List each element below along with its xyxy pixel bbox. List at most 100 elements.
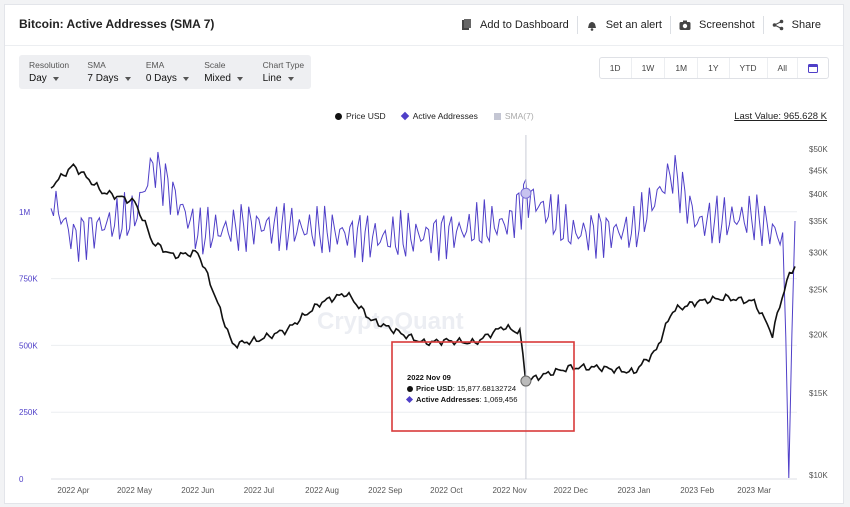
legend-price[interactable]: Price USD	[335, 111, 386, 121]
share-button[interactable]: Share	[764, 19, 829, 31]
chevron-down-icon	[287, 76, 294, 81]
y-left-tick-label: 500K	[19, 341, 38, 350]
range-selector: 1D 1W 1M 1Y YTD All	[598, 57, 829, 79]
y-right-tick-label: $45K	[809, 166, 828, 175]
x-tick-label: 2022 May	[117, 486, 152, 495]
highlight-price-point	[520, 375, 532, 387]
watermark: CryptoQuant	[317, 308, 464, 335]
chart-legend: Price USD Active Addresses SMA(7)	[335, 111, 550, 121]
set-alert-label: Set an alert	[605, 19, 662, 31]
chevron-down-icon	[124, 76, 131, 81]
chevron-down-icon	[236, 76, 243, 81]
sma-select[interactable]: SMA 7 Days	[77, 55, 135, 89]
divider	[576, 16, 578, 34]
share-icon	[772, 19, 784, 31]
dashboard-icon	[460, 19, 472, 31]
x-tick-label: 2022 Jul	[244, 486, 274, 495]
y-right-tick-label: $10K	[809, 471, 828, 480]
tooltip-active-row: Active Addresses: 1,069,456	[405, 395, 527, 404]
legend-active-label: Active Addresses	[412, 111, 478, 121]
x-tick-label: 2022 Oct	[430, 486, 463, 495]
header-actions: Add to Dashboard Set an alert Screenshot…	[452, 16, 829, 34]
legend-sma[interactable]: SMA(7)	[493, 111, 534, 121]
y-right-tick-label: $30K	[809, 248, 828, 257]
calendar-icon	[808, 64, 818, 73]
x-tick-label: 2023 Feb	[680, 486, 714, 495]
share-label: Share	[791, 19, 821, 31]
range-1m-button[interactable]: 1M	[665, 58, 699, 78]
resolution-label: Resolution	[29, 60, 70, 70]
screenshot-label: Screenshot	[698, 19, 755, 31]
legend-active[interactable]: Active Addresses	[400, 111, 478, 121]
active-addresses-line	[50, 151, 796, 479]
x-tick-label: 2023 Mar	[737, 486, 771, 495]
x-tick-label: 2022 Aug	[305, 486, 339, 495]
chart-card: Bitcoin: Active Addresses (SMA 7) Add to…	[4, 4, 844, 504]
sma-value: 7 Days	[87, 73, 119, 84]
range-all-button[interactable]: All	[768, 58, 798, 78]
highlight-active-point	[520, 187, 532, 199]
tooltip-active-value: : 1,069,456	[479, 395, 518, 404]
diamond-icon	[405, 395, 414, 404]
legend-sma-label: SMA(7)	[504, 111, 534, 121]
set-alert-button[interactable]: Set an alert	[578, 19, 670, 31]
y-right-tick-label: $20K	[809, 331, 828, 340]
divider	[669, 16, 671, 34]
chart-type-value: Line	[262, 73, 282, 84]
legend-price-label: Price USD	[346, 111, 386, 121]
tooltip: 2022 Nov 09 Price USD: 15,877.68132724 A…	[405, 373, 527, 406]
calendar-button[interactable]	[798, 58, 828, 78]
tooltip-price-label: Price USD	[416, 384, 453, 393]
tooltip-date: 2022 Nov 09	[407, 373, 451, 382]
range-1y-button[interactable]: 1Y	[698, 58, 730, 78]
divider	[762, 16, 764, 34]
ema-select[interactable]: EMA 0 Days	[136, 55, 194, 89]
scale-select[interactable]: Scale Mixed	[194, 55, 252, 89]
y-right-tick-label: $25K	[809, 285, 828, 294]
y-left-tick-label: 750K	[19, 275, 38, 284]
bell-icon	[586, 19, 598, 31]
range-ytd-button[interactable]: YTD	[730, 58, 768, 78]
y-right-tick-label: $40K	[809, 190, 828, 199]
add-to-dashboard-button[interactable]: Add to Dashboard	[452, 19, 577, 31]
range-1w-button[interactable]: 1W	[632, 58, 666, 78]
circle-icon	[407, 385, 413, 392]
tooltip-price-value: : 15,877.68132724	[452, 384, 517, 393]
y-left-tick-label: 0	[19, 475, 24, 484]
chart-controls: Resolution Day SMA 7 Days EMA 0 Days Scale M…	[19, 55, 311, 89]
ema-value: 0 Days	[145, 73, 177, 84]
last-value: Last Value: 965.628 K	[734, 111, 827, 122]
y-right-tick-label: $15K	[809, 389, 828, 398]
resolution-value: Day	[29, 73, 47, 84]
x-tick-label: 2023 Jan	[617, 486, 650, 495]
square-icon	[493, 112, 501, 120]
chart-type-select[interactable]: Chart Type Line	[253, 55, 311, 89]
range-1d-button[interactable]: 1D	[600, 58, 632, 78]
x-tick-label: 2022 Dec	[554, 486, 588, 495]
chevron-down-icon	[52, 76, 59, 81]
tooltip-price-row: Price USD: 15,877.68132724	[407, 384, 527, 393]
y-left-tick-label: 250K	[19, 408, 38, 417]
scale-value: Mixed	[204, 73, 231, 84]
screenshot-button[interactable]: Screenshot	[671, 19, 763, 31]
header: Bitcoin: Active Addresses (SMA 7) Add to…	[5, 5, 843, 46]
page-title: Bitcoin: Active Addresses (SMA 7)	[19, 17, 215, 31]
x-tick-label: 2022 Nov	[492, 486, 526, 495]
y-right-tick-label: $35K	[809, 217, 828, 226]
sma-label: SMA	[87, 60, 106, 70]
camera-icon	[679, 19, 691, 31]
x-tick-label: 2022 Sep	[368, 486, 403, 495]
x-tick-label: 2022 Apr	[57, 486, 89, 495]
resolution-select[interactable]: Resolution Day	[19, 55, 77, 89]
chart-svg: 0 250K 500K 750K 1M $10K $15K $20K $25K $30K $35K $…	[19, 135, 828, 495]
tooltip-active-label: Active Addresses	[416, 395, 480, 404]
add-to-dashboard-label: Add to Dashboard	[480, 19, 569, 31]
y-right-tick-label: $50K	[809, 145, 828, 154]
circle-icon	[335, 112, 342, 120]
chart-type-label: Chart Type	[262, 60, 305, 70]
chevron-down-icon	[182, 76, 189, 81]
scale-label: Scale	[204, 60, 226, 70]
y-left-tick-label: 1M	[19, 208, 30, 217]
ema-label: EMA	[145, 60, 165, 70]
highlight-box	[391, 341, 575, 432]
